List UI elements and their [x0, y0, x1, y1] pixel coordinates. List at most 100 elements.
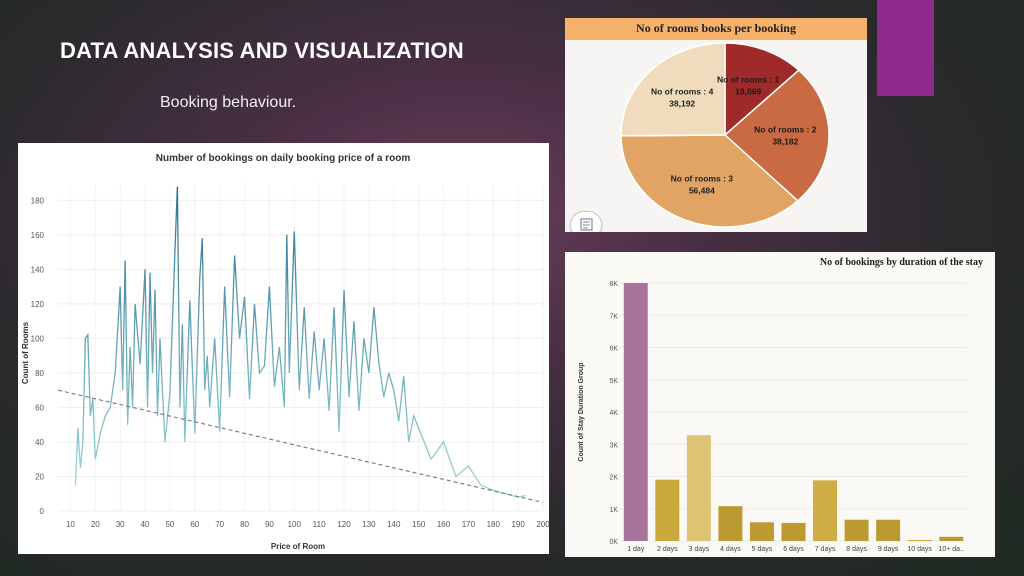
bar-x-tick-label: 5 days [752, 546, 773, 553]
line-point [324, 338, 325, 339]
bar-x-tick-label: 4 days [720, 546, 741, 553]
line-point [343, 289, 344, 290]
bar-x-tick-label: 1 day [627, 546, 645, 553]
line-point [164, 441, 165, 442]
bar [813, 480, 838, 541]
x-tick-label: 110 [313, 520, 326, 529]
line-point [505, 493, 506, 494]
pie-slice-value: 38,182 [772, 136, 798, 146]
x-tick-label: 140 [387, 520, 401, 529]
line-point [338, 431, 339, 432]
bar-y-tick-label: 4K [609, 410, 618, 417]
pie-slice-value: 38,192 [669, 98, 695, 108]
line-point [388, 372, 389, 373]
bar-chart-panel: 0K 1K 2K 3K 4K 5K 6K 7K 8K 1 day 2 days 3 days 4 day… [565, 252, 995, 557]
line-point [115, 372, 116, 373]
line-point [194, 433, 195, 434]
bar-y-tick-label: 0K [609, 539, 618, 546]
bar-y-tick-label: 3K [609, 442, 618, 449]
line-point [189, 300, 190, 301]
line-point [304, 307, 305, 308]
line-point [202, 238, 203, 239]
pie-slice-value: 19,069 [735, 87, 761, 97]
y-tick-label: 140 [31, 265, 45, 274]
line-point [353, 321, 354, 322]
line-point [244, 296, 245, 297]
line-point [284, 407, 285, 408]
line-point [309, 398, 310, 399]
y-tick-label: 60 [35, 403, 44, 412]
line-point [95, 459, 96, 460]
line-point [149, 272, 150, 273]
line-point [289, 372, 290, 373]
bar [655, 479, 680, 541]
y-tick-label: 100 [31, 334, 45, 343]
line-point [144, 269, 145, 270]
line-point [147, 407, 148, 408]
x-tick-label: 200 [536, 520, 549, 529]
x-tick-label: 20 [91, 520, 100, 529]
line-point [259, 372, 260, 373]
line-point [234, 255, 235, 256]
line-point [204, 390, 205, 391]
line-point [209, 407, 210, 408]
line-point [368, 372, 369, 373]
line-point [169, 393, 170, 394]
line-point [333, 307, 334, 308]
x-tick-label: 40 [141, 520, 150, 529]
x-tick-label: 170 [462, 520, 476, 529]
bar-x-tick-label: 2 days [657, 546, 678, 553]
pie-slice-label: No of rooms : 1 [717, 75, 780, 85]
bar-y-axis-label: Count of Stay Duration Group [578, 362, 585, 461]
bar-chart: 0K 1K 2K 3K 4K 5K 6K 7K 8K 1 day 2 days 3 days 4 day… [578, 281, 967, 553]
x-tick-label: 80 [240, 520, 249, 529]
line-point [130, 346, 131, 347]
x-tick-label: 70 [215, 520, 224, 529]
line-point [525, 495, 526, 496]
line-point [286, 234, 287, 235]
line-point [443, 441, 444, 442]
line-point [430, 459, 431, 460]
line-point [82, 441, 83, 442]
line-point [418, 428, 419, 429]
pie-chart-panel: No of rooms books per booking No of room… [565, 18, 867, 232]
line-chart-bg [18, 143, 549, 554]
line-chart: Number of bookings on daily booking pric… [18, 143, 549, 554]
y-tick-label: 0 [40, 507, 45, 516]
x-tick-label: 150 [412, 520, 426, 529]
x-tick-label: 120 [337, 520, 351, 529]
x-tick-label: 60 [190, 520, 199, 529]
pie-slice-label: No of rooms : 4 [651, 86, 714, 96]
line-point [403, 376, 404, 377]
bar-x-tick-label: 7 days [815, 546, 836, 553]
line-point [493, 490, 494, 491]
bar-x-tick-label: 8 days [846, 546, 867, 553]
line-point [154, 289, 155, 290]
line-point [110, 407, 111, 408]
line-point [314, 331, 315, 332]
line-point [229, 396, 230, 397]
bar-y-tick-label: 5K [609, 378, 618, 385]
y-tick-label: 120 [31, 300, 45, 309]
pie-header: No of rooms books per booking [565, 18, 867, 40]
accent-bar [877, 0, 934, 96]
line-point [398, 421, 399, 422]
line-point [393, 390, 394, 391]
bar-chart-area: 0K 1K 2K 3K 4K 5K 6K 7K 8K 1 day 2 days 3 days 4 day… [565, 252, 995, 557]
bar-chart-title: No of bookings by duration of the stay [819, 257, 983, 268]
x-tick-label: 10 [66, 520, 75, 529]
line-point [249, 398, 250, 399]
line-point [85, 338, 86, 339]
line-point [214, 338, 215, 339]
bar [718, 506, 743, 541]
line-point [254, 303, 255, 304]
bar [781, 522, 806, 541]
slide-title: DATA ANALYSIS AND VISUALIZATION [60, 38, 464, 63]
pie-body: No of rooms : 1 19,069 No of rooms : 2 38,1… [565, 40, 867, 232]
y-tick-label: 80 [35, 369, 44, 378]
y-axis-label: Count of Rooms [21, 321, 30, 384]
line-point [480, 485, 481, 486]
x-tick-label: 30 [116, 520, 125, 529]
line-point [139, 364, 140, 365]
comment-bubble-button[interactable] [570, 211, 602, 232]
